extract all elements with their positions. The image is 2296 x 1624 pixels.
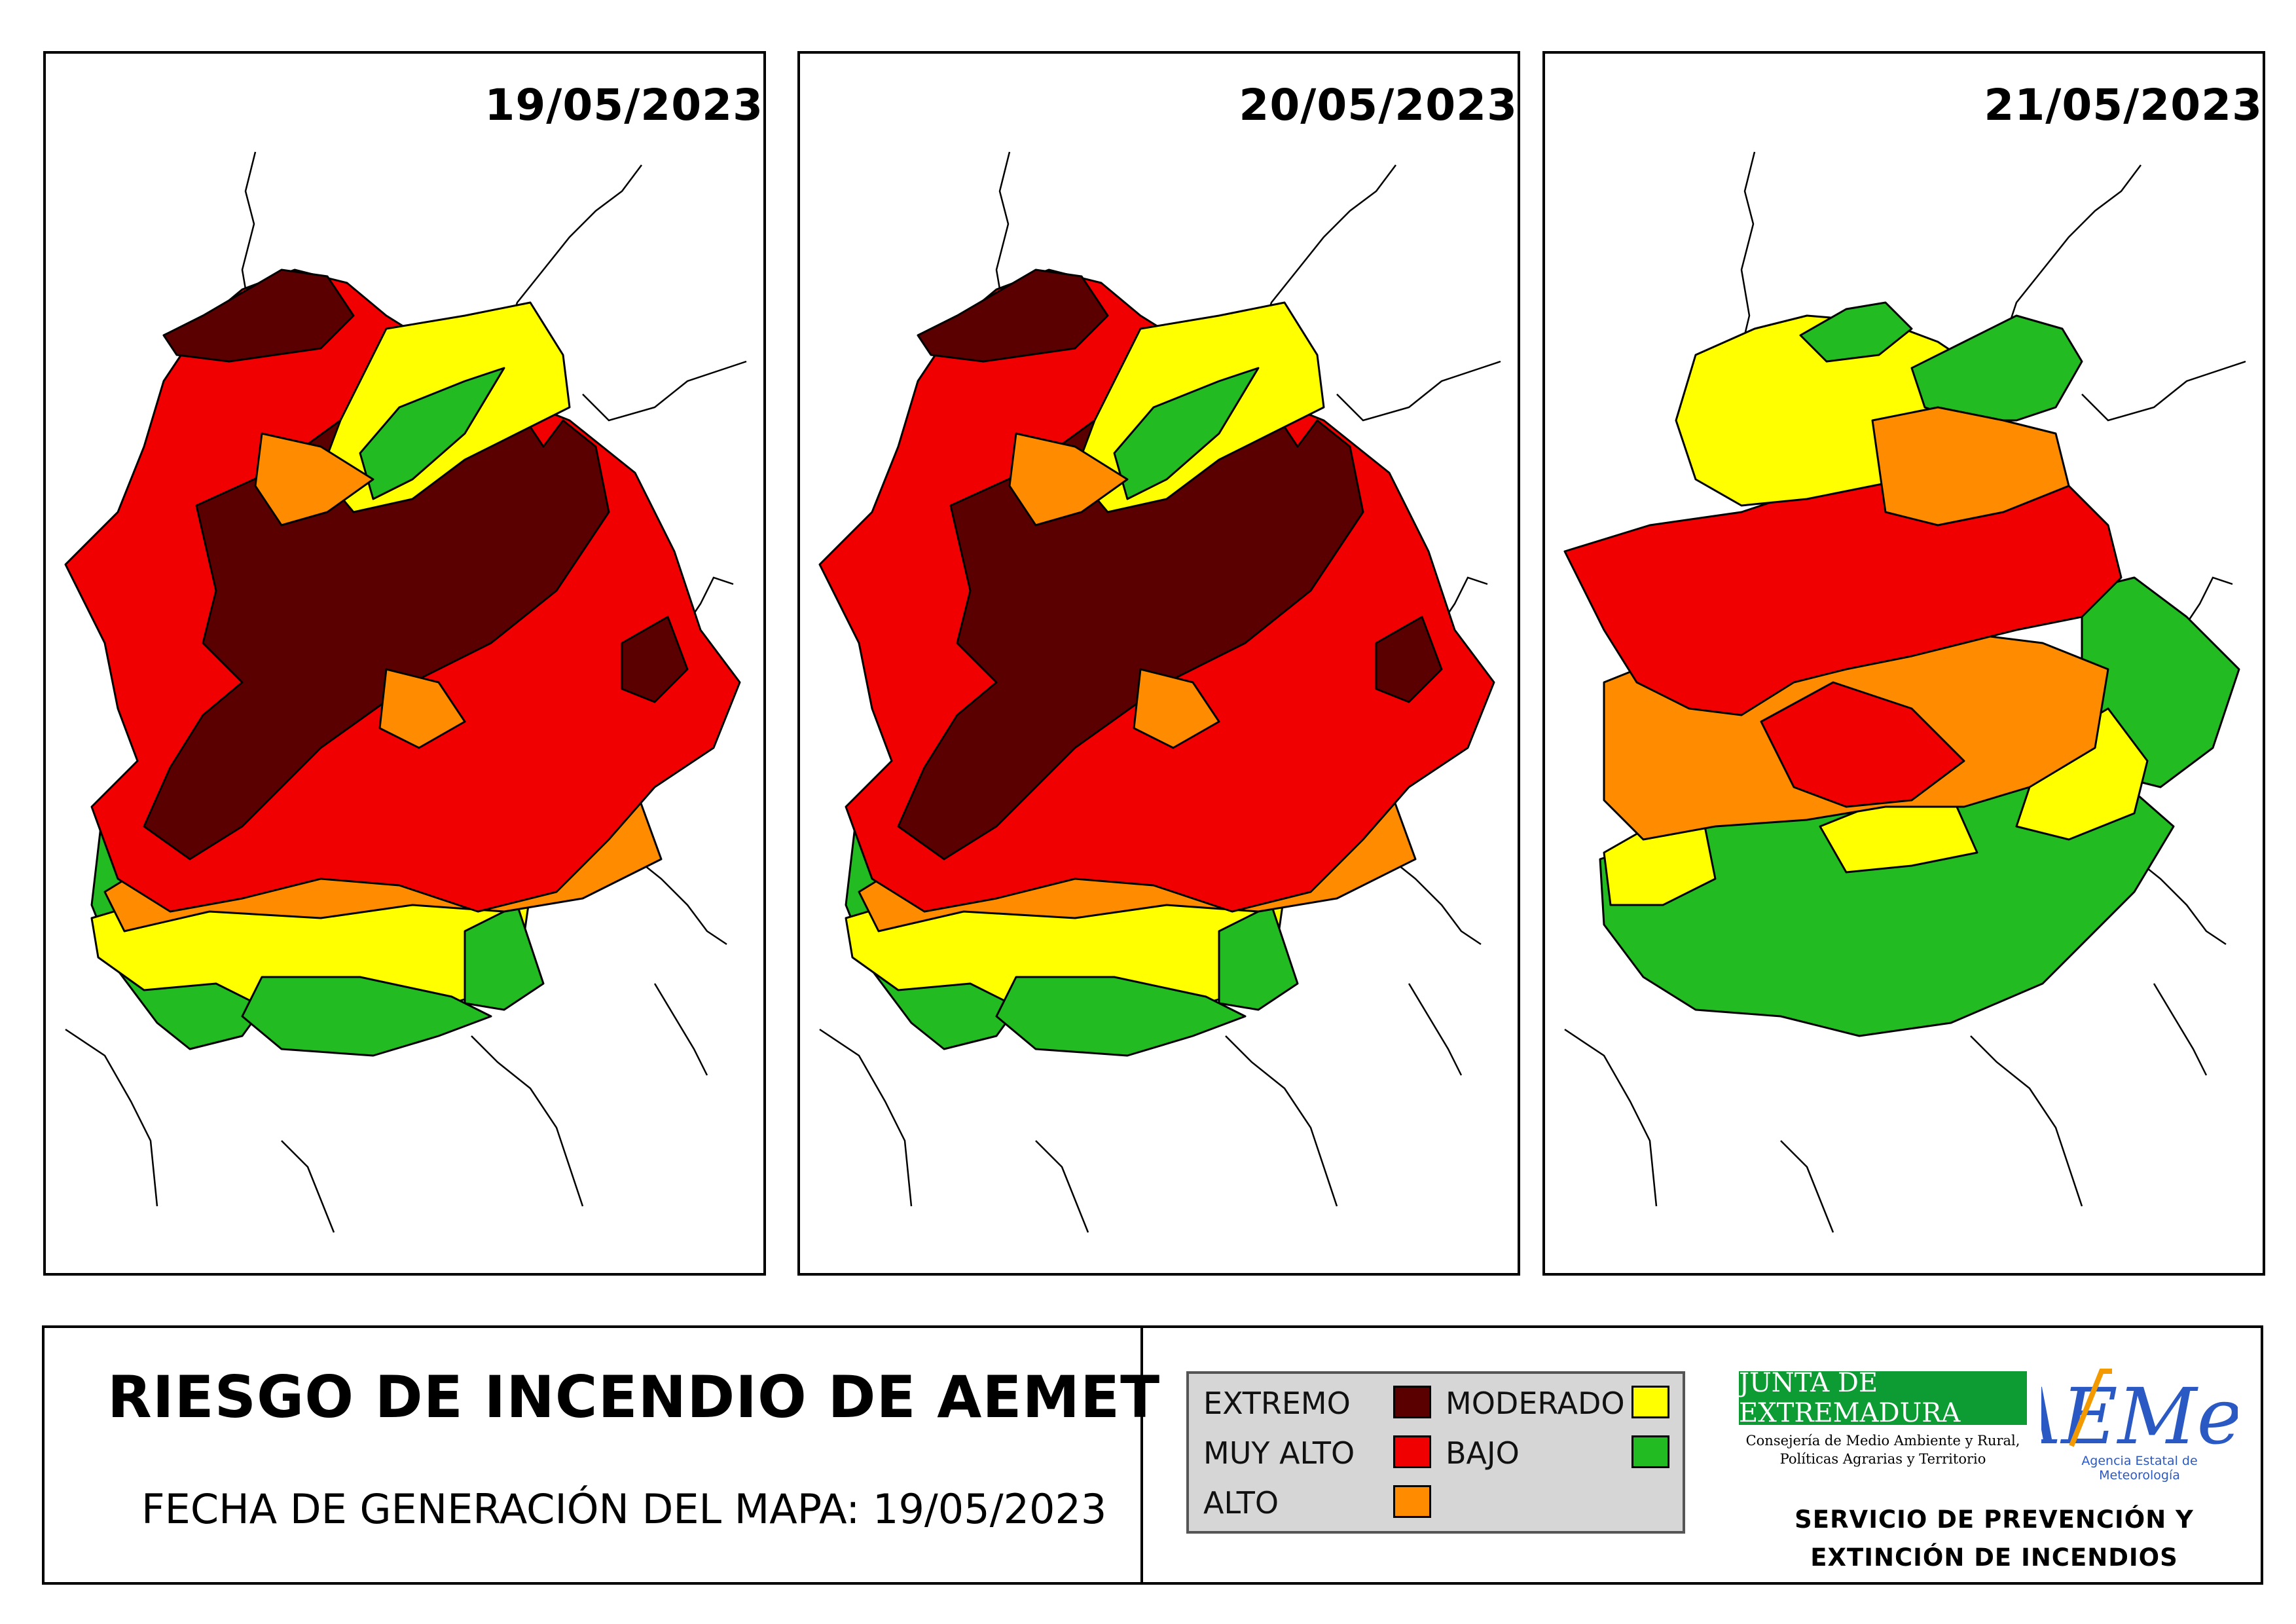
- aemet-logo-swoosh: [2069, 1369, 2112, 1447]
- map-panel-day1: 19/05/2023: [43, 51, 766, 1276]
- footer-divider: [1140, 1328, 1143, 1582]
- risk-map-day3: [1563, 151, 2246, 1233]
- aemet-subtitle: Agencia Estatal de Meteorología: [2081, 1454, 2198, 1483]
- map-date-day2: 20/05/2023: [1239, 80, 1518, 130]
- junta-extremadura-logo: JUNTA DE EXTREMADURA: [1739, 1368, 2027, 1428]
- legend-label-extremo: EXTREMO: [1203, 1386, 1351, 1421]
- legend-label-moderado: MODERADO: [1446, 1386, 1625, 1421]
- map-date-day3: 21/05/2023: [1984, 80, 2263, 130]
- footer-panel: RIESGO DE INCENDIO DE AEMET FECHA DE GEN…: [42, 1325, 2263, 1585]
- legend-swatch-muy-alto: [1393, 1435, 1431, 1468]
- legend-label-bajo: BAJO: [1446, 1435, 1520, 1471]
- map-panel-day3: 21/05/2023: [1542, 51, 2265, 1276]
- legend: EXTREMO MUY ALTO ALTO MODERADO BAJO: [1186, 1371, 1685, 1534]
- legend-label-alto: ALTO: [1203, 1485, 1279, 1521]
- map-panel-day2: 20/05/2023: [797, 51, 1520, 1276]
- main-title: RIESGO DE INCENDIO DE AEMET: [107, 1363, 1161, 1431]
- service-name-line1: SERVICIO DE PREVENCIÓN Y: [1795, 1505, 2194, 1534]
- junta-subtitle-line2: Políticas Agrarias y Territorio: [1779, 1451, 1986, 1467]
- service-name-line2: EXTINCIÓN DE INCENDIOS: [1810, 1543, 2178, 1572]
- legend-swatch-extremo: [1393, 1386, 1431, 1418]
- map-date-day1: 19/05/2023: [484, 80, 763, 130]
- aemet-logo: AEMet: [2041, 1369, 2238, 1462]
- risk-zones: [64, 268, 741, 1057]
- junta-subtitle-line1: Consejería de Medio Ambiente y Rural,: [1745, 1433, 2020, 1449]
- service-name: SERVICIO DE PREVENCIÓN Y EXTINCIÓN DE IN…: [1739, 1501, 2250, 1577]
- neighbor-borders: [65, 151, 747, 1233]
- neighbor-borders: [1564, 151, 2246, 1233]
- risk-zones: [1563, 301, 2240, 1037]
- legend-swatch-bajo: [1631, 1435, 1669, 1468]
- junta-subtitle: Consejería de Medio Ambiente y Rural, Po…: [1739, 1431, 2027, 1468]
- aemet-logo-text: AEMet: [2041, 1371, 2238, 1462]
- generation-date: FECHA DE GENERACIÓN DEL MAPA: 19/05/2023: [141, 1485, 1107, 1533]
- risk-zones: [818, 268, 1495, 1057]
- legend-swatch-moderado: [1631, 1386, 1669, 1418]
- legend-label-muy-alto: MUY ALTO: [1203, 1435, 1355, 1471]
- risk-map-day2: [818, 151, 1501, 1233]
- risk-map-day1: [64, 151, 747, 1233]
- legend-swatch-alto: [1393, 1485, 1431, 1518]
